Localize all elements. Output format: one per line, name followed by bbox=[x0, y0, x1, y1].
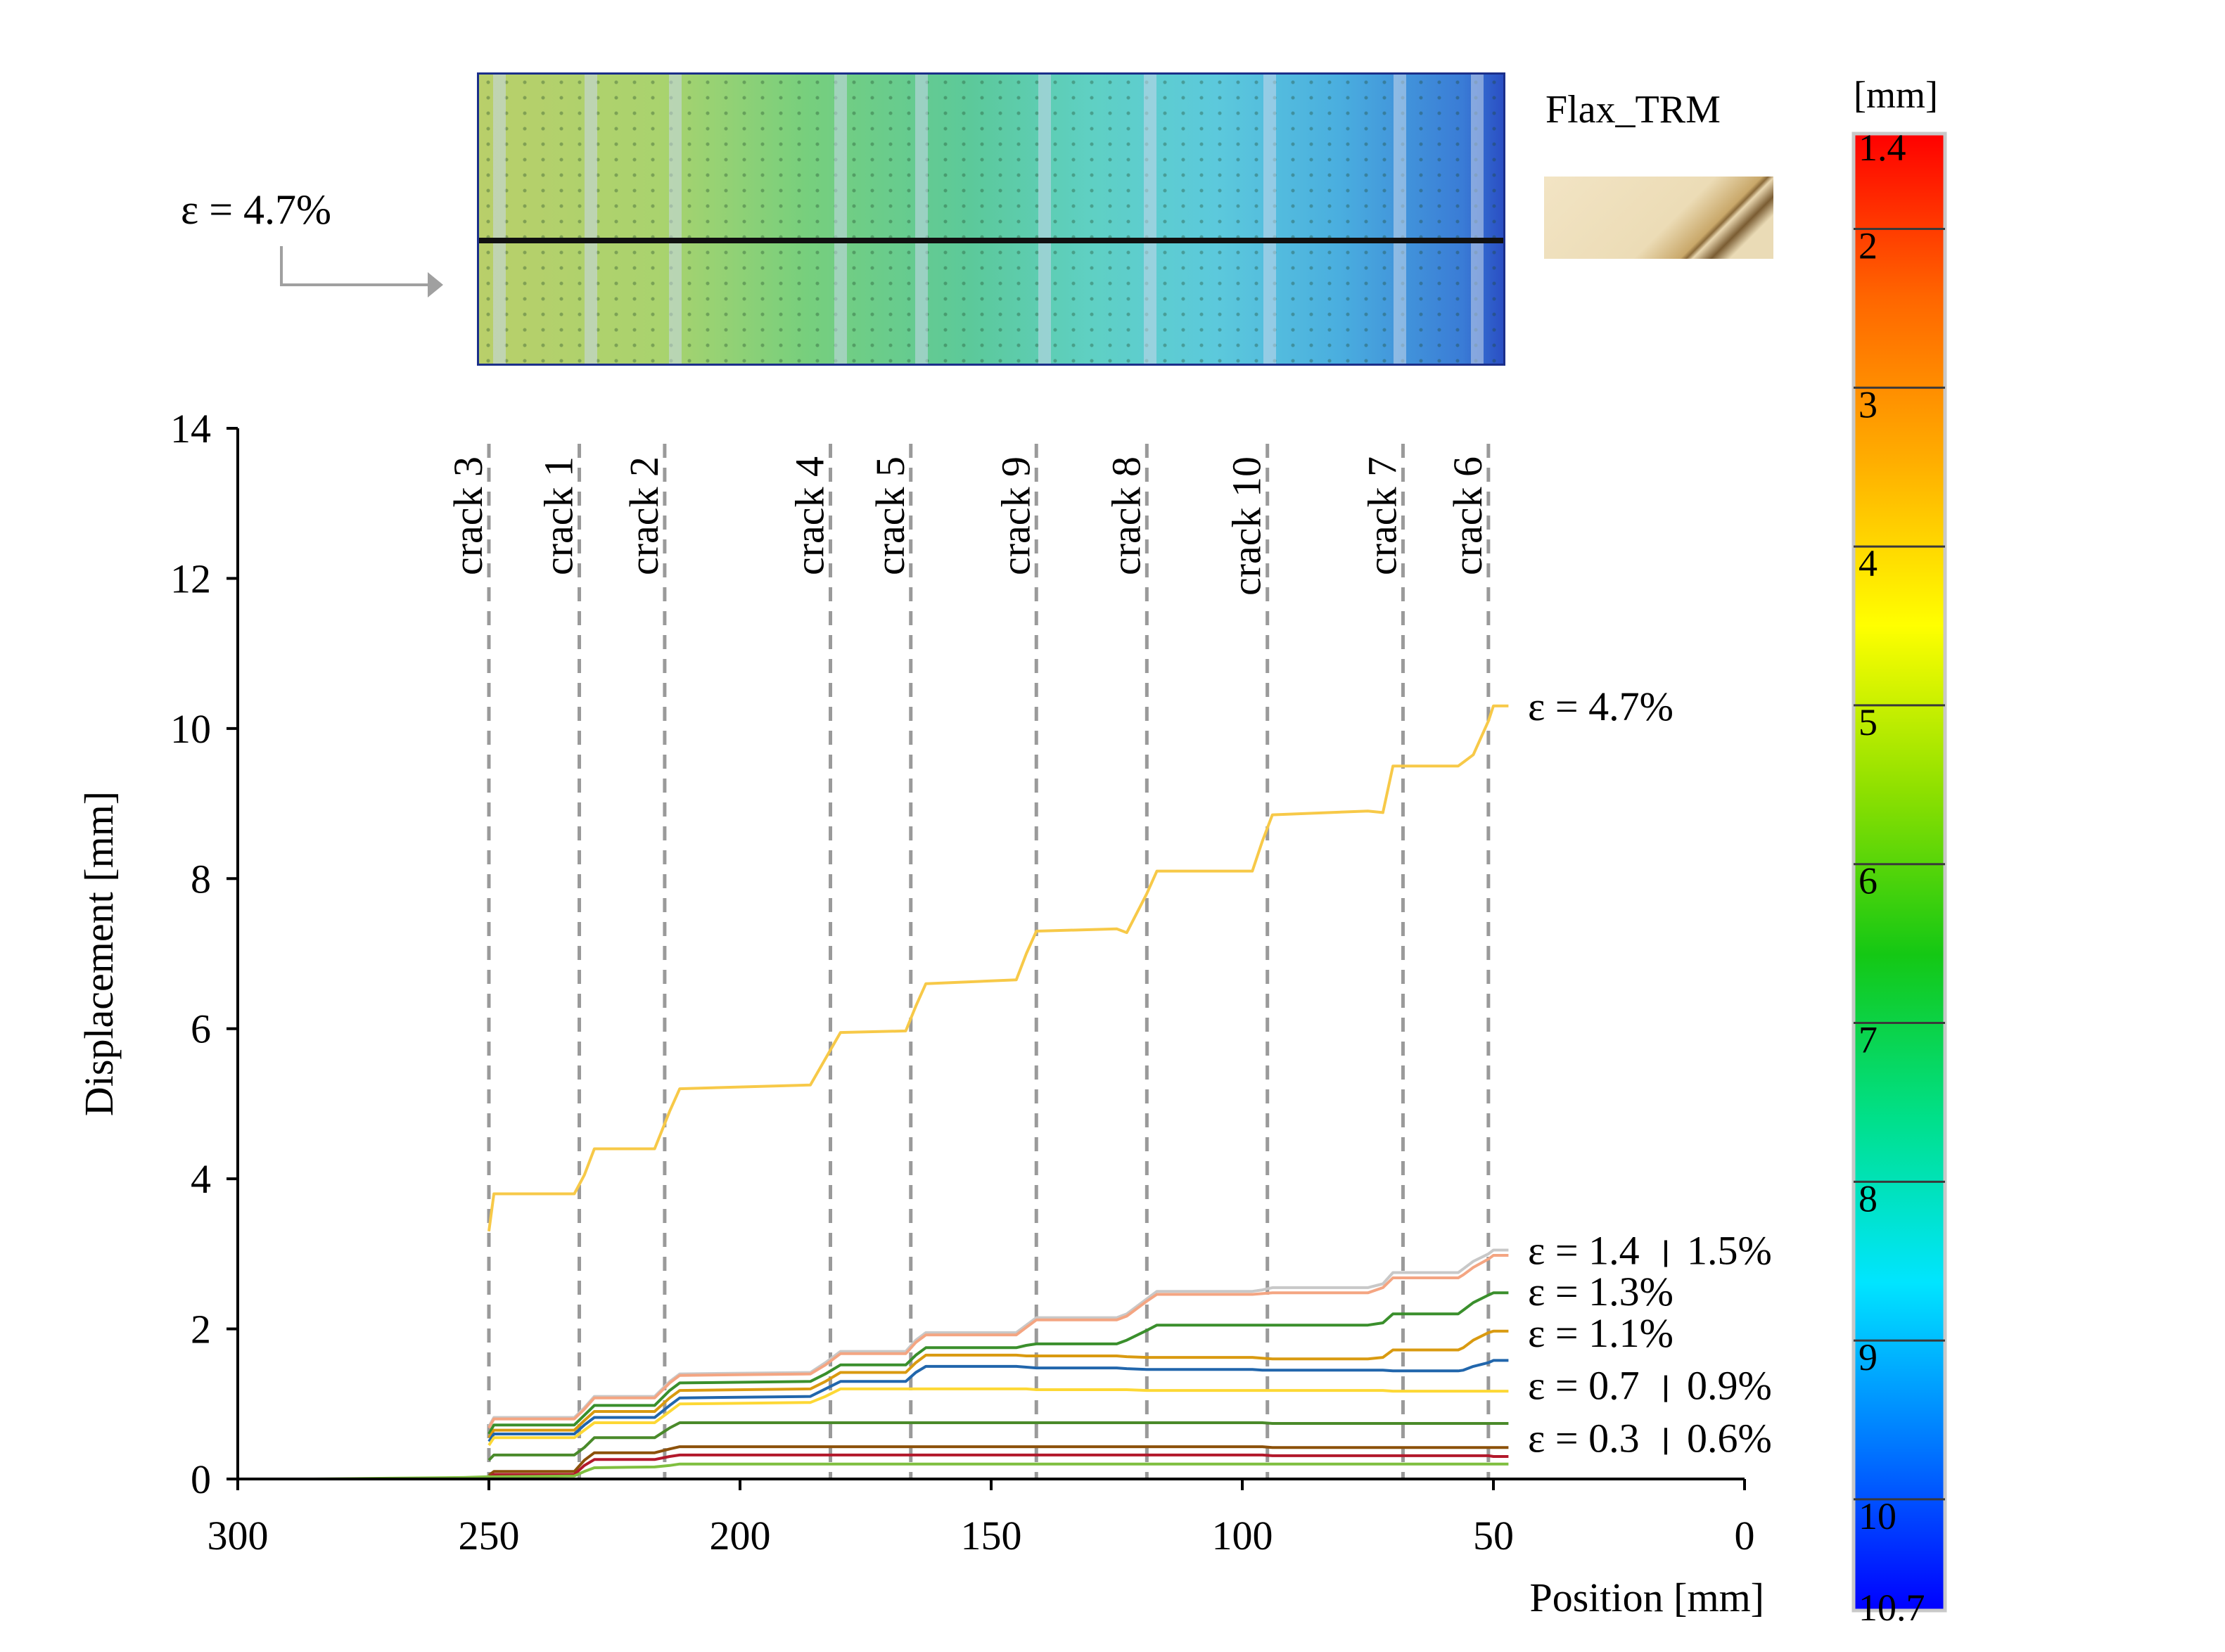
crack-label: crack 7 bbox=[1359, 456, 1405, 575]
series-annotation: ε = 4.7% bbox=[1528, 684, 1673, 729]
x-tick-label: 100 bbox=[1212, 1513, 1273, 1558]
crack-label: crack 5 bbox=[867, 456, 913, 575]
series-annotation: ε = 1.4 bbox=[1528, 1228, 1640, 1274]
colorbar-tick-label: 10 bbox=[1859, 1495, 1896, 1537]
series-annotation-secondary: 1.5% bbox=[1687, 1228, 1772, 1274]
colorbar-min-label: 1.4 bbox=[1859, 127, 1906, 169]
colorbar-tick-label: 4 bbox=[1859, 542, 1877, 584]
photo-crack bbox=[493, 75, 506, 364]
photo-texture bbox=[479, 75, 1503, 364]
colorbar: [mm] 1.4 2 3 4 5 6 7 8 9 10 10.7 bbox=[1851, 74, 1947, 1628]
series-line bbox=[487, 1291, 1509, 1435]
photo-crack bbox=[1144, 75, 1156, 364]
textile-swatch bbox=[1544, 177, 1773, 259]
crack-label: crack 10 bbox=[1224, 456, 1270, 596]
colorbar-tick-label: 2 bbox=[1859, 224, 1877, 267]
series-line bbox=[487, 1329, 1509, 1439]
crack-label: crack 3 bbox=[445, 456, 491, 575]
specimen-photo bbox=[477, 72, 1505, 366]
specimen-name: Flax_TRM bbox=[1545, 88, 1721, 132]
colorbar-unit: [mm] bbox=[1854, 74, 1938, 116]
photo-crack bbox=[585, 75, 597, 364]
photo-crack bbox=[834, 75, 847, 364]
series-line bbox=[487, 1421, 1509, 1461]
x-tick-label: 200 bbox=[710, 1513, 771, 1558]
series-annotation: ε = 0.3 bbox=[1528, 1415, 1640, 1461]
colorbar-tick-label: 8 bbox=[1859, 1177, 1877, 1219]
colorbar-tick-label: 7 bbox=[1859, 1019, 1877, 1061]
photo-strain-label: ε = 4.7% bbox=[181, 186, 332, 233]
photo-crack bbox=[1263, 75, 1276, 364]
y-axis-label: Displacement [mm] bbox=[76, 791, 122, 1116]
series-annotation-secondary: 0.6% bbox=[1687, 1415, 1772, 1461]
photo-crack bbox=[669, 75, 682, 364]
series-line bbox=[488, 1453, 1509, 1478]
series-annotation: ε = 0.7 bbox=[1528, 1363, 1640, 1409]
crack-label: crack 2 bbox=[621, 456, 667, 575]
displacement-chart: 300 250 200 150 100 50 0 0 2 4 6 8 10 12 14 Position [m… bbox=[76, 406, 1772, 1620]
photo-crack bbox=[1038, 75, 1051, 364]
series-line bbox=[487, 1248, 1509, 1428]
x-tick-label: 150 bbox=[961, 1513, 1022, 1558]
y-tick-label: 12 bbox=[170, 556, 211, 601]
photo-crack bbox=[915, 75, 928, 364]
crack-label: crack 6 bbox=[1445, 456, 1491, 575]
crack-label: crack 4 bbox=[787, 456, 833, 575]
y-tick-label: 2 bbox=[191, 1307, 211, 1352]
y-tick-label: 8 bbox=[191, 856, 211, 902]
series-line bbox=[288, 1462, 1509, 1480]
x-tick-label: 250 bbox=[459, 1513, 520, 1558]
y-tick-label: 0 bbox=[191, 1456, 211, 1502]
photo-crack bbox=[1471, 75, 1484, 364]
colorbar-gradient bbox=[1851, 132, 1947, 1613]
series-annotation: ε = 1.3% bbox=[1528, 1269, 1673, 1314]
y-tick-label: 6 bbox=[191, 1006, 211, 1052]
series-annotation: ε = 1.1% bbox=[1528, 1310, 1673, 1356]
photo-crack bbox=[1394, 75, 1406, 364]
photo-arrow-icon bbox=[280, 246, 443, 297]
crack-label: crack 1 bbox=[536, 456, 582, 575]
y-tick-label: 10 bbox=[170, 706, 211, 752]
series-line bbox=[487, 1387, 1509, 1447]
colorbar-tick-label: 5 bbox=[1859, 701, 1877, 743]
series-line bbox=[487, 704, 1509, 1232]
colorbar-tick-label: 9 bbox=[1859, 1336, 1877, 1378]
crack-label: crack 9 bbox=[993, 456, 1038, 575]
y-tick-label: 14 bbox=[170, 406, 211, 452]
x-tick-label: 50 bbox=[1473, 1513, 1514, 1558]
photo-measurement-line bbox=[479, 238, 1503, 243]
x-tick-label: 0 bbox=[1735, 1513, 1755, 1558]
series-line bbox=[487, 1254, 1509, 1429]
series-annotation-secondary: 0.9% bbox=[1687, 1363, 1772, 1409]
colorbar-tick-label: 3 bbox=[1859, 383, 1877, 425]
crack-label: crack 8 bbox=[1103, 456, 1149, 575]
colorbar-max-label: 10.7 bbox=[1859, 1587, 1925, 1628]
series-line bbox=[487, 1445, 1509, 1477]
colorbar-tick-label: 6 bbox=[1859, 860, 1877, 902]
y-tick-label: 4 bbox=[191, 1156, 211, 1202]
series-line bbox=[487, 1359, 1509, 1442]
x-axis-label: Position [mm] bbox=[1529, 1575, 1764, 1620]
x-tick-label: 300 bbox=[208, 1513, 269, 1558]
